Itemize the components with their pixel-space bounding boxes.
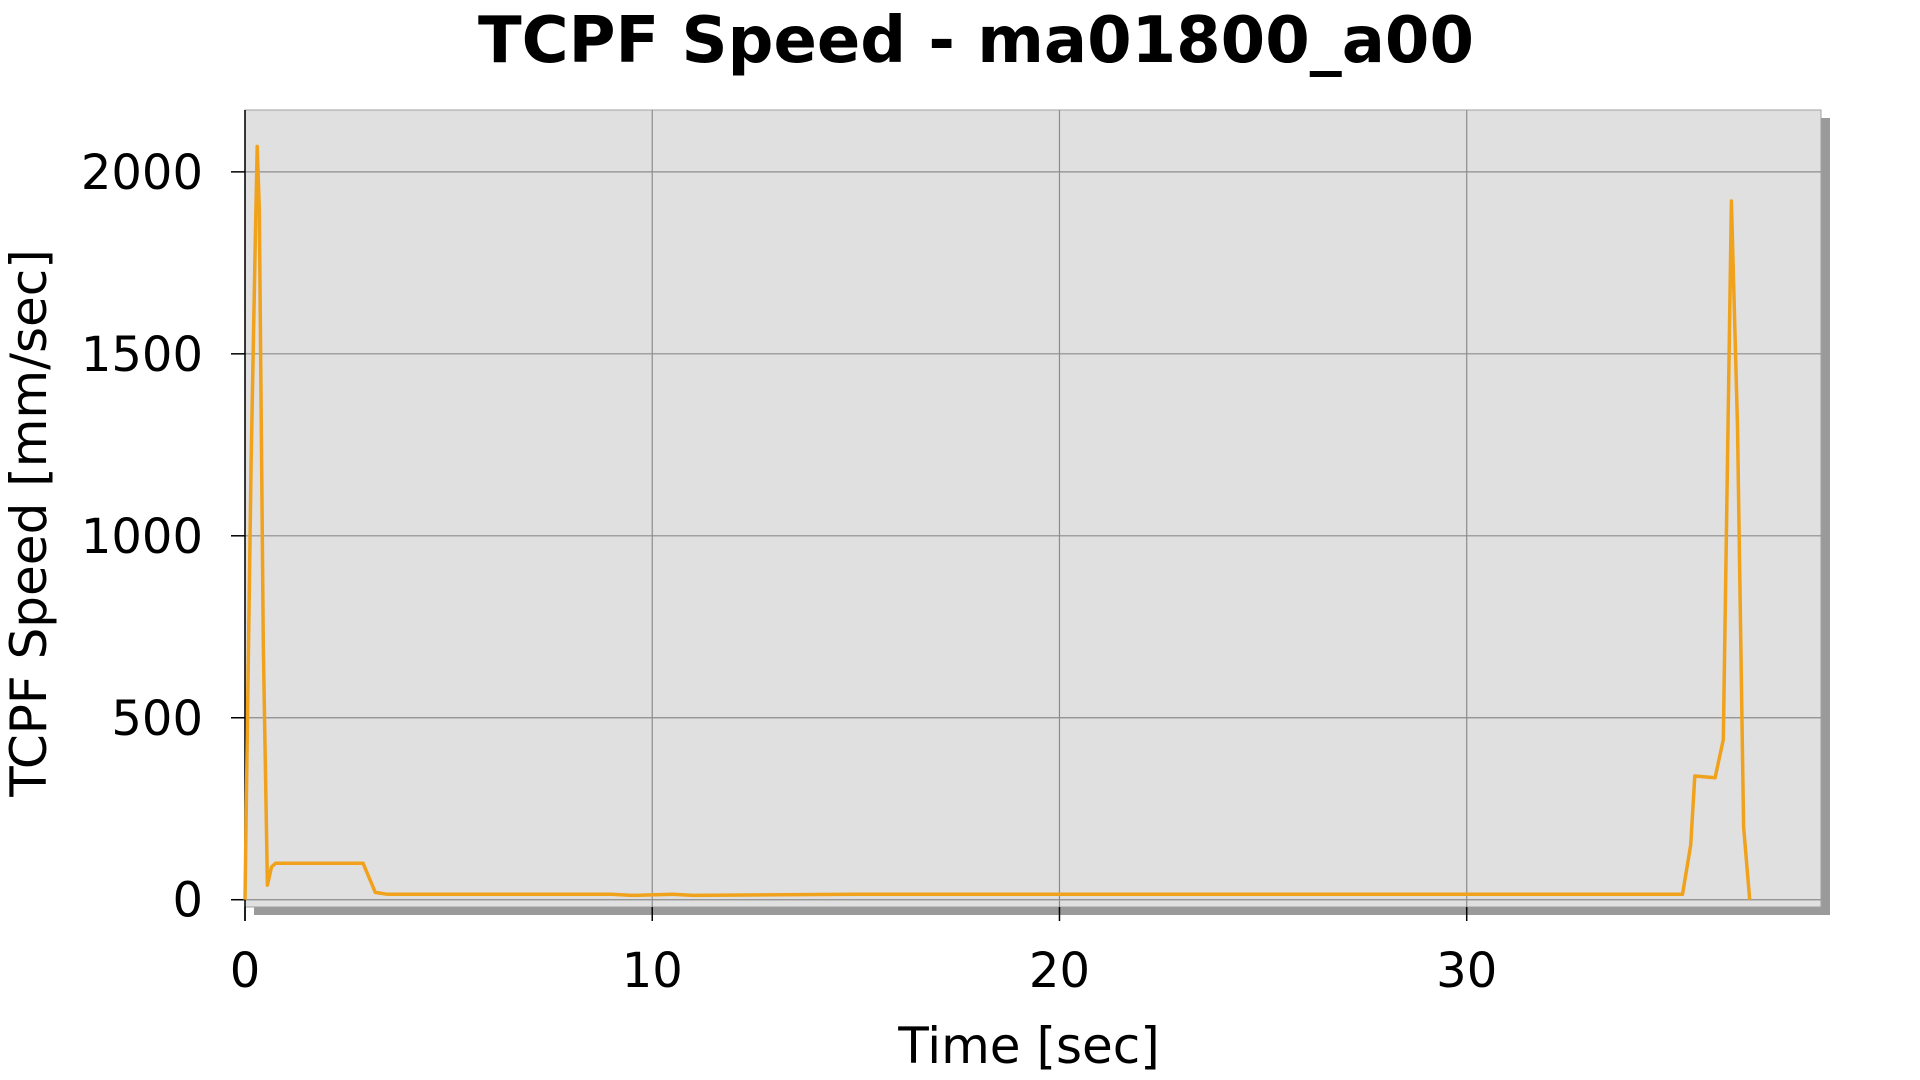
x-tick-label: 10 bbox=[622, 943, 683, 999]
chart-title: TCPF Speed - ma01800_a00 bbox=[478, 4, 1474, 78]
x-tick-label: 30 bbox=[1436, 943, 1497, 999]
y-tick-label: 2000 bbox=[81, 145, 203, 201]
y-axis: 0 500 1000 1500 2000 bbox=[81, 110, 246, 929]
y-axis-label: TCPF Speed [mm/sec] bbox=[0, 249, 58, 798]
series-line bbox=[243, 144, 1752, 900]
y-tick-label: 500 bbox=[111, 691, 203, 747]
x-tick-label: 20 bbox=[1029, 943, 1090, 999]
grid-lines bbox=[244, 110, 1821, 907]
y-tick-label: 1500 bbox=[81, 327, 203, 383]
x-axis: 0 10 20 30 bbox=[230, 907, 1497, 999]
y-tick-label: 1000 bbox=[81, 509, 203, 565]
plot-area bbox=[244, 109, 1822, 908]
x-tick-label: 0 bbox=[230, 943, 261, 999]
y-tick-label: 0 bbox=[172, 873, 203, 929]
x-axis-label: Time [sec] bbox=[897, 1017, 1160, 1075]
